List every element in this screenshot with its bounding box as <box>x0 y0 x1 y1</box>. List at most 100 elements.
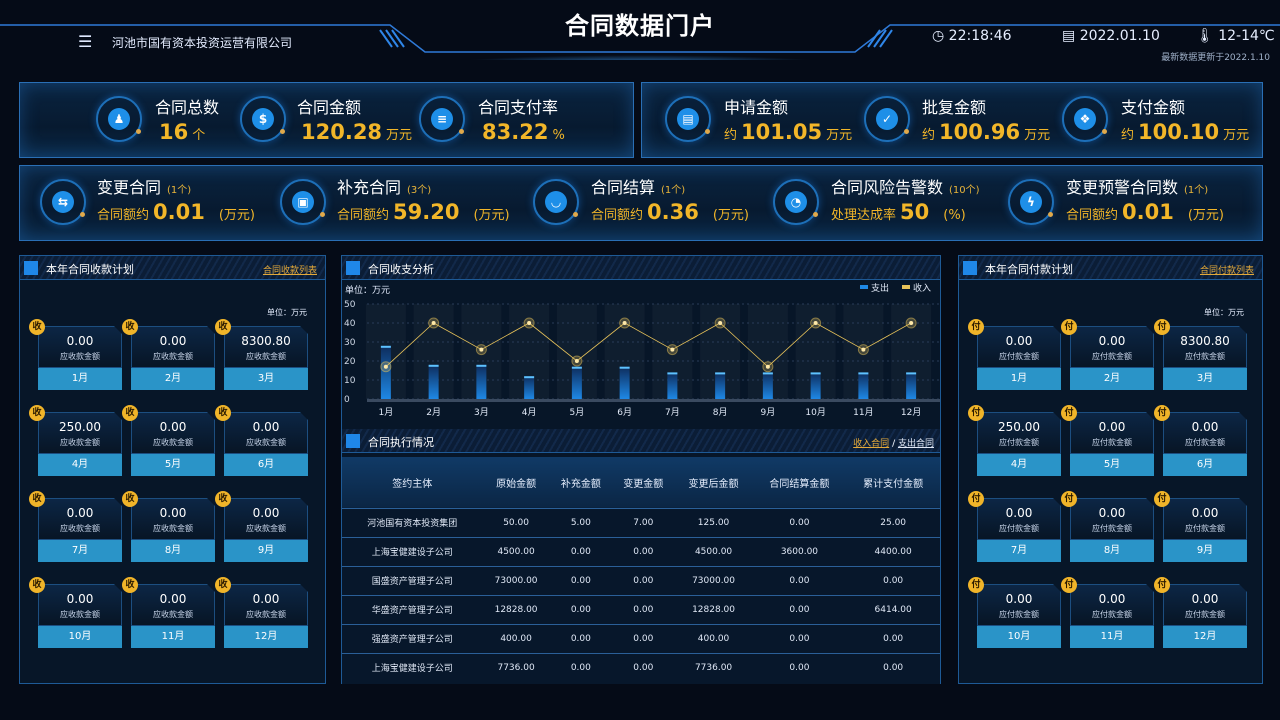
clock: ◷ 22:18:46 <box>932 28 1012 44</box>
kpi-label: 批复金额 <box>922 98 987 117</box>
table-row[interactable]: 华盛资产管理子公司 12828.00 0.00 0.00 12828.00 0.00 641… <box>342 594 940 624</box>
table-cell: 上海宝健建设子公司 <box>342 652 483 682</box>
bar-3月 <box>476 364 487 399</box>
kpi-name: 合同风险告警数 <box>831 178 944 197</box>
card-badge: 付 <box>968 405 984 421</box>
income-contract-link[interactable]: 收入合同 <box>853 439 890 449</box>
card-top <box>38 412 122 454</box>
column-header: 补充金额 <box>560 478 601 490</box>
table-cell: 0.00 <box>846 623 940 653</box>
bar-4月 <box>524 376 535 399</box>
card-month: 6月 <box>1163 454 1247 476</box>
table-row[interactable]: 强盛资产管理子公司 400.00 0.00 0.00 400.00 0.00 0.00 <box>342 623 940 653</box>
card-sublabel: 应付款金额 <box>999 610 1039 619</box>
kpi-unit: 万元 <box>1024 128 1051 143</box>
bar-cap <box>380 345 391 348</box>
plan-card-2月: 0.00 应收款金额 2月 收 <box>122 319 215 390</box>
panel-marker <box>963 261 977 275</box>
card-top <box>131 412 215 454</box>
plan-card-3月: 8300.80 应付款金额 3月 付 <box>1154 319 1247 390</box>
card-sublabel: 应付款金额 <box>1092 438 1132 447</box>
table-row[interactable]: 上海宝健建设子公司 4500.00 0.00 0.00 4500.00 3600.00 44… <box>342 536 940 566</box>
kpi-unit: % <box>552 128 565 143</box>
table-cell: 5.00 <box>549 507 613 537</box>
card-sublabel: 应收款金额 <box>153 524 193 533</box>
column-header: 变更后金额 <box>688 478 739 490</box>
x-tick-label: 4月 <box>522 407 537 418</box>
indicator-dot <box>320 212 325 217</box>
kpi-value-line: 合同额约 0.36 (万元) <box>591 200 749 224</box>
plan-card-11月: 0.00 应付款金额 11月 付 <box>1061 577 1154 648</box>
table-row[interactable]: 国盛资产管理子公司 73000.00 0.00 0.00 73000.00 0.00 0.0… <box>342 565 940 595</box>
card-month: 4月 <box>977 454 1061 476</box>
kpi-label: 合同风险告警数 (10个) <box>831 174 980 198</box>
clock-icon: ◷ <box>932 28 945 44</box>
table-cell: 4400.00 <box>846 536 940 566</box>
indicator-dot <box>459 129 464 134</box>
card-badge: 付 <box>968 491 984 507</box>
kpi-value-line: 约 101.05 万元 <box>724 120 852 144</box>
table-row[interactable]: 河池国有资本投资集团 50.00 5.00 7.00 125.00 0.00 25.00 <box>342 507 940 537</box>
receive-list-link[interactable]: 合同收款列表 <box>262 266 317 276</box>
income-point-4月 <box>527 321 532 325</box>
panel-title: 合同收支分析 <box>368 263 434 276</box>
card-month: 2月 <box>1070 368 1154 390</box>
column-header: 累计支付金额 <box>863 478 924 490</box>
card-amount: 0.00 <box>252 592 280 606</box>
card-sublabel: 应收款金额 <box>60 438 100 447</box>
execution-table: 签约主体 原始金额 补充金额 变更金额 变更后金额 合同结算金额 累计支付金额 河池国有资本投… <box>342 457 940 684</box>
receive-plan-panel: 本年合同收款计划 合同收款列表 单位：万元 0.00 应收款金额 1月收 0.00 应收款… <box>19 255 326 684</box>
kpi-label: 合同结算 (1个) <box>591 174 749 198</box>
card-sublabel: 应付款金额 <box>1185 352 1225 361</box>
card-top <box>224 326 308 368</box>
cubes-icon: ❖ <box>1074 108 1096 130</box>
expense-contract-link[interactable]: 支出合同 <box>897 439 934 449</box>
x-tick-label: 3月 <box>474 407 489 418</box>
table-cell: 0.00 <box>752 594 847 624</box>
kpi-count: (10个) <box>949 185 980 196</box>
bar-cap <box>524 376 535 379</box>
card-top <box>38 584 122 626</box>
kpi-label: 补充合同 (3个) <box>337 174 510 198</box>
id-card-badge: ▣ <box>280 179 326 225</box>
table-row[interactable]: 上海宝健建设子公司 7736.00 0.00 0.00 7736.00 0.00 0.00 <box>342 652 940 682</box>
x-tick-label: 11月 <box>853 407 873 418</box>
plan-card-7月: 0.00 应收款金额 7月 收 <box>29 491 122 562</box>
kpi-name: 合同结算 <box>591 178 656 197</box>
card-badge: 收 <box>122 319 138 335</box>
card-amount: 250.00 <box>59 420 101 434</box>
card-top <box>977 584 1061 626</box>
income-expense-chart: 0 10 20 30 40 50 1月 2月 3月 4月 5月 6月 7月 8月 9月 10月 11月 12月 支出… <box>344 282 940 418</box>
bowl-badge: ◡ <box>533 179 579 225</box>
plan-card-9月: 0.00 应付款金额 9月 付 <box>1154 491 1247 562</box>
kpi-value: 100.10 <box>1138 120 1220 144</box>
kpi-value-line: 约 100.10 万元 <box>1121 120 1249 144</box>
table-cell: 0.00 <box>612 623 675 653</box>
indicator-dot <box>705 129 710 134</box>
kpi-unit: (万元) <box>218 208 255 223</box>
table-cell: 7.00 <box>612 507 675 537</box>
card-sublabel: 应付款金额 <box>1092 352 1132 361</box>
unit-label: 单位：万元 <box>1204 308 1244 317</box>
card-badge: 收 <box>29 491 45 507</box>
card-month: 1月 <box>977 368 1061 390</box>
table-cell: 0.00 <box>549 623 613 653</box>
bar-1月 <box>380 345 391 399</box>
income-point-10月 <box>813 321 818 325</box>
table-cell: 4500.00 <box>482 536 550 566</box>
card-sublabel: 应收款金额 <box>246 438 286 447</box>
card-badge: 付 <box>1154 319 1170 335</box>
card-top <box>977 326 1061 368</box>
bar-cap <box>762 372 773 375</box>
menu-icon[interactable]: ☰ <box>78 32 93 51</box>
card-badge: 付 <box>1061 405 1077 421</box>
card-top <box>224 584 308 626</box>
kpi-value: 0.01 <box>153 200 205 224</box>
kpi-count: (1个) <box>1184 185 1209 196</box>
kpi-unit: 万元 <box>1223 128 1250 143</box>
pay-list-link[interactable]: 合同付款列表 <box>1199 266 1254 276</box>
card-badge: 收 <box>215 405 231 421</box>
card-sublabel: 应收款金额 <box>246 524 286 533</box>
card-top <box>1163 412 1247 454</box>
kpi-label: 合同总数 <box>155 98 220 117</box>
